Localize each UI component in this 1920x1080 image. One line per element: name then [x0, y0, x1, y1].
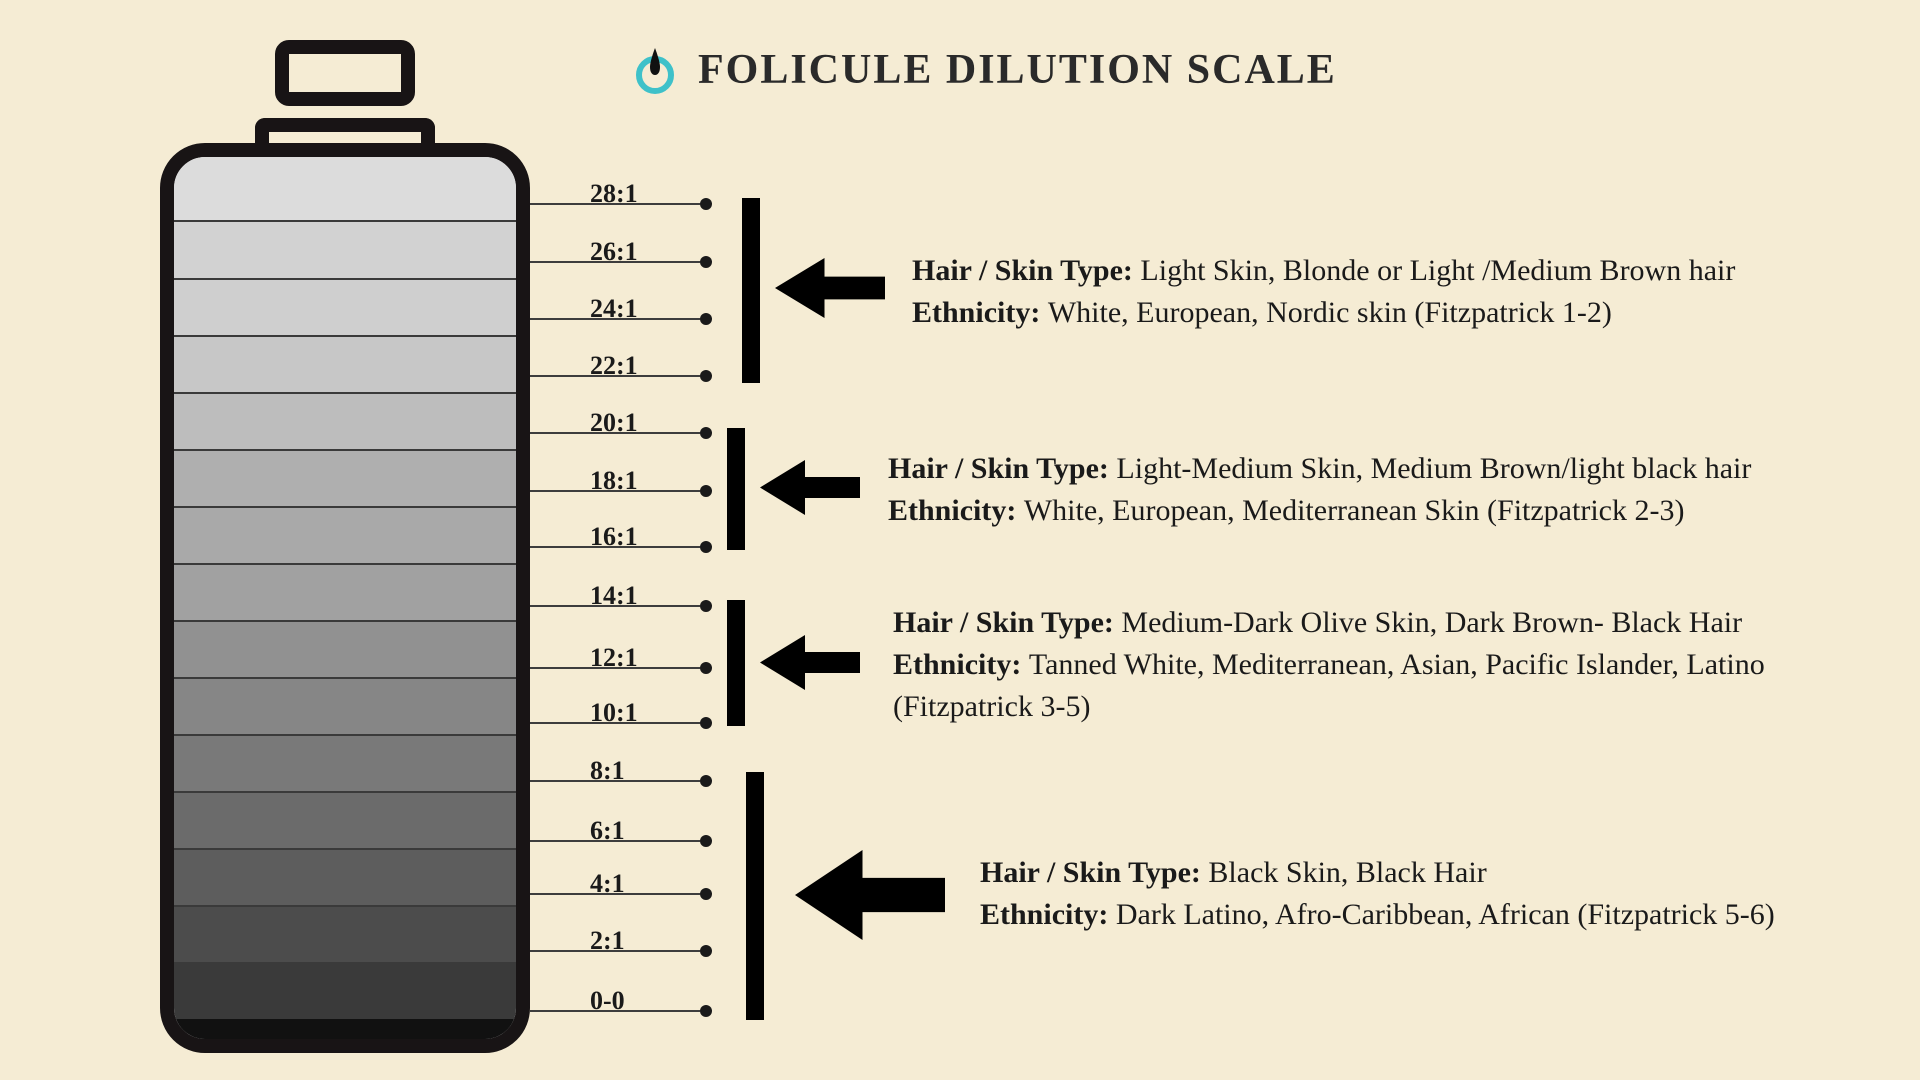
- ethnicity-label: Ethnicity:: [980, 898, 1116, 931]
- bottle-band: [174, 734, 516, 791]
- ethnicity-line: Ethnicity: Tanned White, Mediterranean, …: [893, 644, 1880, 728]
- tick-label: 22:1: [590, 351, 638, 381]
- hair-line: Hair / Skin Type: Black Skin, Black Hair: [980, 852, 1775, 894]
- ethnicity-label: Ethnicity:: [888, 494, 1024, 527]
- hair-label: Hair / Skin Type:: [980, 856, 1208, 889]
- bottle-band: [174, 791, 516, 848]
- bottle-band: [174, 620, 516, 677]
- tick-dot: [700, 427, 712, 439]
- ethnicity-line: Ethnicity: Dark Latino, Afro-Caribbean, …: [980, 894, 1775, 936]
- bottle-cap: [275, 40, 415, 106]
- tick-label: 18:1: [590, 466, 638, 496]
- info-block: Hair / Skin Type: Light-Medium Skin, Med…: [888, 448, 1751, 532]
- arrow-left-icon: [795, 850, 945, 940]
- ethnicity-label: Ethnicity:: [893, 648, 1029, 681]
- title-row: FOLICULE DILUTION SCALE: [630, 45, 1337, 95]
- ethnicity-line: Ethnicity: White, European, Mediterranea…: [888, 490, 1751, 532]
- bracket-bar: [746, 772, 764, 1020]
- bracket-bar: [727, 600, 745, 726]
- tick-dot: [700, 775, 712, 787]
- bottle-band: [174, 677, 516, 734]
- tick-label: 4:1: [590, 869, 625, 899]
- tick-label: 14:1: [590, 581, 638, 611]
- ethnicity-value: White, European, Nordic skin (Fitzpatric…: [1048, 296, 1612, 329]
- tick-dot: [700, 370, 712, 382]
- info-block: Hair / Skin Type: Medium-Dark Olive Skin…: [893, 602, 1880, 728]
- bottle-band: [174, 848, 516, 905]
- hair-label: Hair / Skin Type:: [912, 254, 1140, 287]
- bottle-band: [174, 449, 516, 506]
- tick-label: 12:1: [590, 643, 638, 673]
- ethnicity-value: White, European, Mediterranean Skin (Fit…: [1024, 494, 1685, 527]
- hair-line: Hair / Skin Type: Medium-Dark Olive Skin…: [893, 602, 1880, 644]
- bottle-band: [174, 506, 516, 563]
- tick-label: 20:1: [590, 408, 638, 438]
- tick-label: 16:1: [590, 522, 638, 552]
- tick-label: 26:1: [590, 237, 638, 267]
- bottle: [160, 40, 530, 1040]
- hair-line: Hair / Skin Type: Light Skin, Blonde or …: [912, 250, 1735, 292]
- hair-value: Light Skin, Blonde or Light /Medium Brow…: [1140, 254, 1735, 287]
- bottle-band: [174, 392, 516, 449]
- bottle-band: [174, 563, 516, 620]
- tick-label: 28:1: [590, 179, 638, 209]
- info-block: Hair / Skin Type: Light Skin, Blonde or …: [912, 250, 1735, 334]
- bottle-band: [174, 905, 516, 962]
- tick-label: 10:1: [590, 698, 638, 728]
- bottle-band: [174, 278, 516, 335]
- bottle-band: [174, 962, 516, 1017]
- bottle-band: [174, 157, 516, 220]
- hair-value: Black Skin, Black Hair: [1208, 856, 1486, 889]
- bottle-body: [160, 143, 530, 1053]
- ethnicity-line: Ethnicity: White, European, Nordic skin …: [912, 292, 1735, 334]
- hair-line: Hair / Skin Type: Light-Medium Skin, Med…: [888, 448, 1751, 490]
- tick-dot: [700, 1005, 712, 1017]
- tick-dot: [700, 198, 712, 210]
- tick-dot: [700, 600, 712, 612]
- bottle-band: [174, 1017, 516, 1053]
- bracket-bar: [742, 198, 760, 383]
- hair-value: Medium-Dark Olive Skin, Dark Brown- Blac…: [1121, 606, 1742, 639]
- arrow-left-icon: [775, 258, 885, 318]
- tick-dot: [700, 835, 712, 847]
- ethnicity-value: Dark Latino, Afro-Caribbean, African (Fi…: [1116, 898, 1775, 931]
- hair-label: Hair / Skin Type:: [888, 452, 1116, 485]
- tick-dot: [700, 662, 712, 674]
- hair-value: Light-Medium Skin, Medium Brown/light bl…: [1116, 452, 1751, 485]
- tick-dot: [700, 717, 712, 729]
- bracket-bar: [727, 428, 745, 550]
- hair-label: Hair / Skin Type:: [893, 606, 1121, 639]
- tick-label: 6:1: [590, 816, 625, 846]
- tick-label: 24:1: [590, 294, 638, 324]
- arrow-left-icon: [760, 635, 860, 690]
- arrow-left-icon: [760, 460, 860, 515]
- bottle-band: [174, 220, 516, 278]
- droplet-icon: [630, 45, 680, 95]
- ethnicity-label: Ethnicity:: [912, 296, 1048, 329]
- tick-label: 0-0: [590, 986, 625, 1016]
- bottle-band: [174, 335, 516, 392]
- tick-label: 8:1: [590, 756, 625, 786]
- tick-dot: [700, 313, 712, 325]
- tick-dot: [700, 888, 712, 900]
- tick-dot: [700, 541, 712, 553]
- page-title: FOLICULE DILUTION SCALE: [698, 46, 1337, 94]
- tick-label: 2:1: [590, 926, 625, 956]
- tick-dot: [700, 485, 712, 497]
- tick-dot: [700, 256, 712, 268]
- info-block: Hair / Skin Type: Black Skin, Black Hair…: [980, 852, 1775, 936]
- tick-dot: [700, 945, 712, 957]
